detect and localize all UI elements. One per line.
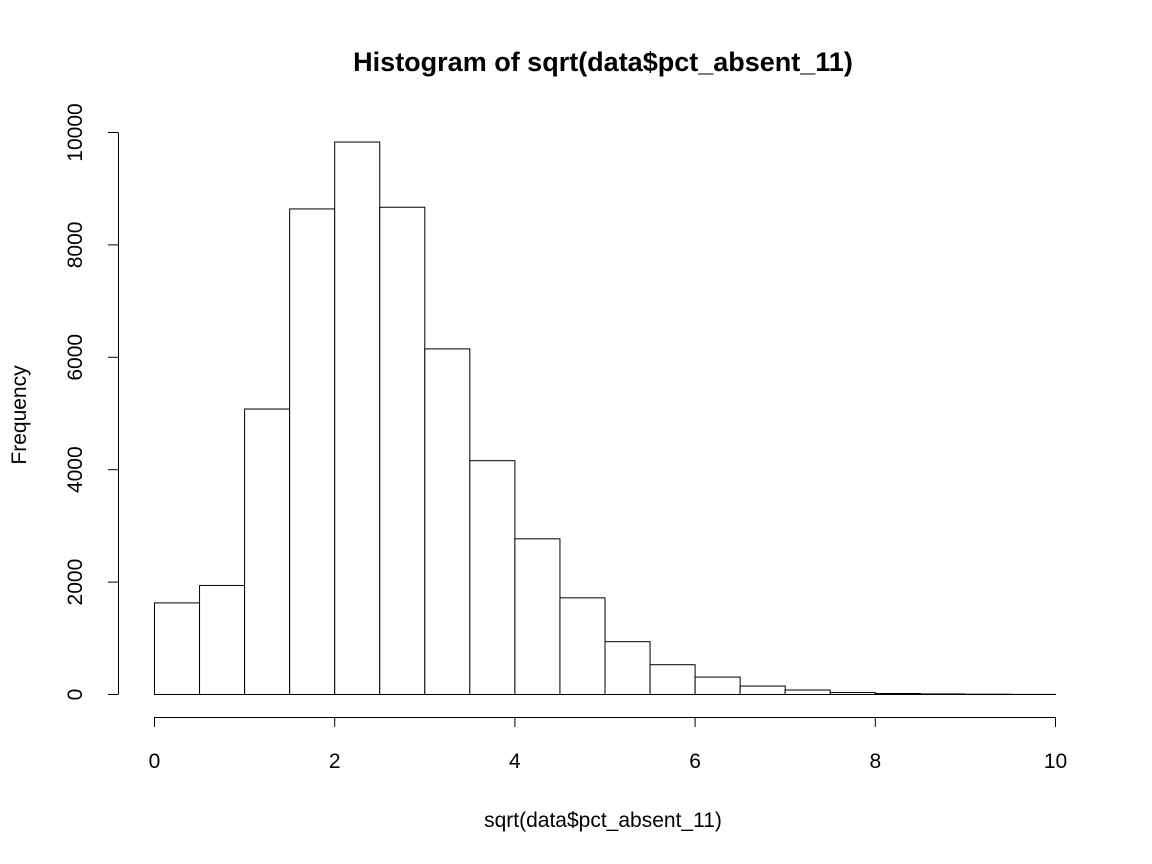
histogram-bar [739,685,786,696]
histogram-bar [919,693,966,695]
histogram-bar [424,348,471,695]
x-tick-label: 2 [329,750,341,773]
histogram-bar [199,584,246,695]
y-tick-label: 10000 [64,103,87,161]
histogram-bar [379,206,426,695]
y-tick-label: 6000 [64,334,87,381]
histogram-bar [289,208,336,695]
x-tick-label: 4 [509,750,521,773]
y-tick-label: 8000 [64,222,87,269]
histogram-bar [154,602,201,695]
y-tick-label: 4000 [64,446,87,493]
histogram-bar [649,664,696,695]
histogram-bar [829,692,876,696]
x-tick-label: 0 [149,750,161,773]
y-axis: 0 2000 4000 6000 8000 10000 [64,103,119,700]
x-axis: 0 2 4 6 8 10 [149,717,1067,773]
y-tick-label: 2000 [64,559,87,606]
x-tick-label: 8 [869,750,881,773]
x-axis-label: sqrt(data$pct_absent_11) [484,809,722,832]
x-tick-label: 6 [689,750,701,773]
histogram-bar [784,689,831,696]
x-tick-label: 10 [1044,750,1067,773]
histogram-bar [874,692,921,696]
bars-group [154,141,1057,696]
histogram-bar [244,408,291,695]
chart-title: Histogram of sqrt(data$pct_absent_11) [353,47,853,77]
y-tick-label: 0 [64,689,87,701]
histogram-bar [694,676,741,696]
histogram-bar [334,141,381,695]
histogram-bar [604,641,651,695]
y-axis-label: Frequency [8,365,31,465]
histogram-bar [559,597,606,695]
histogram-bar [514,538,561,695]
histogram-bar [469,460,516,696]
